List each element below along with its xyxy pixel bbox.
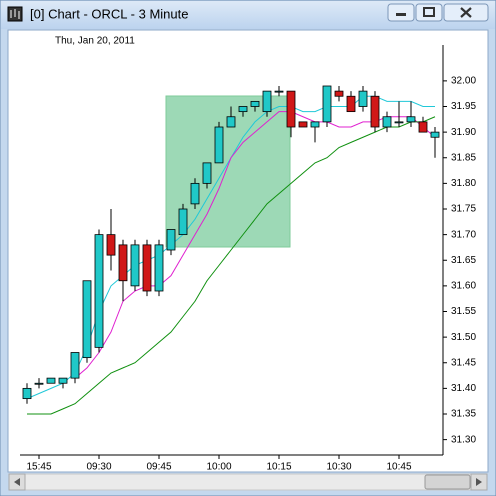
candle-body bbox=[34, 382, 44, 385]
y-tick-label: 31.30 bbox=[451, 434, 476, 445]
x-tick-label: 10:45 bbox=[386, 462, 411, 473]
y-tick-label: 31.80 bbox=[451, 178, 476, 189]
y-tick-label: 31.50 bbox=[451, 332, 476, 343]
candle-body bbox=[358, 90, 368, 107]
candle-body bbox=[382, 116, 392, 128]
candle-body bbox=[82, 280, 92, 359]
candle-body bbox=[418, 121, 428, 133]
y-tick-label: 31.70 bbox=[451, 229, 476, 240]
candle-body bbox=[394, 121, 404, 124]
candle-body bbox=[190, 182, 200, 205]
candle-body bbox=[334, 90, 344, 97]
y-tick-label: 32.00 bbox=[451, 76, 476, 87]
candle-body bbox=[238, 106, 248, 113]
x-tick-label: 10:00 bbox=[206, 462, 231, 473]
y-tick-label: 31.85 bbox=[451, 152, 476, 163]
candle-body bbox=[322, 85, 332, 123]
y-tick-label: 31.35 bbox=[451, 409, 476, 420]
candle-body bbox=[430, 131, 440, 138]
candle-body bbox=[58, 377, 68, 384]
y-tick-label: 31.55 bbox=[451, 306, 476, 317]
candle-body bbox=[106, 234, 116, 256]
candle-body bbox=[214, 126, 224, 164]
window-title: [0] Chart - ORCL - 3 Minute bbox=[30, 6, 188, 21]
chart-date: Thu, Jan 20, 2011 bbox=[55, 36, 135, 47]
maximize-button[interactable] bbox=[415, 3, 443, 22]
candle-body bbox=[370, 95, 380, 128]
candle-body bbox=[118, 244, 128, 282]
candle-body bbox=[286, 90, 296, 128]
candle-body bbox=[130, 244, 140, 287]
candle-body bbox=[94, 234, 104, 348]
candle-body bbox=[154, 244, 164, 292]
candle-body bbox=[310, 121, 320, 128]
y-tick-label: 31.95 bbox=[451, 101, 476, 112]
moving-average-line bbox=[27, 116, 436, 415]
candle-body bbox=[262, 90, 272, 113]
scrollbar[interactable] bbox=[8, 473, 488, 491]
y-tick-label: 31.75 bbox=[451, 204, 476, 215]
x-tick-label: 15:45 bbox=[26, 462, 51, 473]
candle-body bbox=[406, 116, 416, 123]
candle-body bbox=[346, 95, 356, 113]
y-tick-label: 31.90 bbox=[451, 127, 476, 138]
candle-body bbox=[70, 352, 80, 379]
window-icon bbox=[7, 6, 23, 22]
candle-body bbox=[226, 116, 236, 128]
candle-body bbox=[22, 387, 32, 400]
close-button[interactable] bbox=[443, 3, 489, 22]
y-tick-label: 31.60 bbox=[451, 281, 476, 292]
candle-body bbox=[202, 162, 212, 184]
plot: 31.30 31.35 31.40 31.45 31.50 31.55 31.60 31.65… bbox=[22, 76, 476, 473]
candle-body bbox=[142, 244, 152, 292]
y-tick-label: 31.45 bbox=[451, 357, 476, 368]
y-tick-label: 31.65 bbox=[451, 255, 476, 266]
x-tick-label: 10:15 bbox=[266, 462, 291, 473]
candle-body bbox=[298, 121, 308, 128]
minimize-button[interactable] bbox=[387, 3, 415, 22]
x-tick-label: 10:30 bbox=[326, 462, 351, 473]
x-tick-label: 09:45 bbox=[146, 462, 171, 473]
y-tick-label: 31.40 bbox=[451, 383, 476, 394]
candle-body bbox=[250, 100, 260, 107]
candle-body bbox=[166, 229, 176, 251]
x-tick-label: 09:30 bbox=[86, 462, 111, 473]
candle-body bbox=[46, 377, 56, 384]
candle-body bbox=[274, 90, 284, 93]
candle-body bbox=[178, 208, 188, 236]
